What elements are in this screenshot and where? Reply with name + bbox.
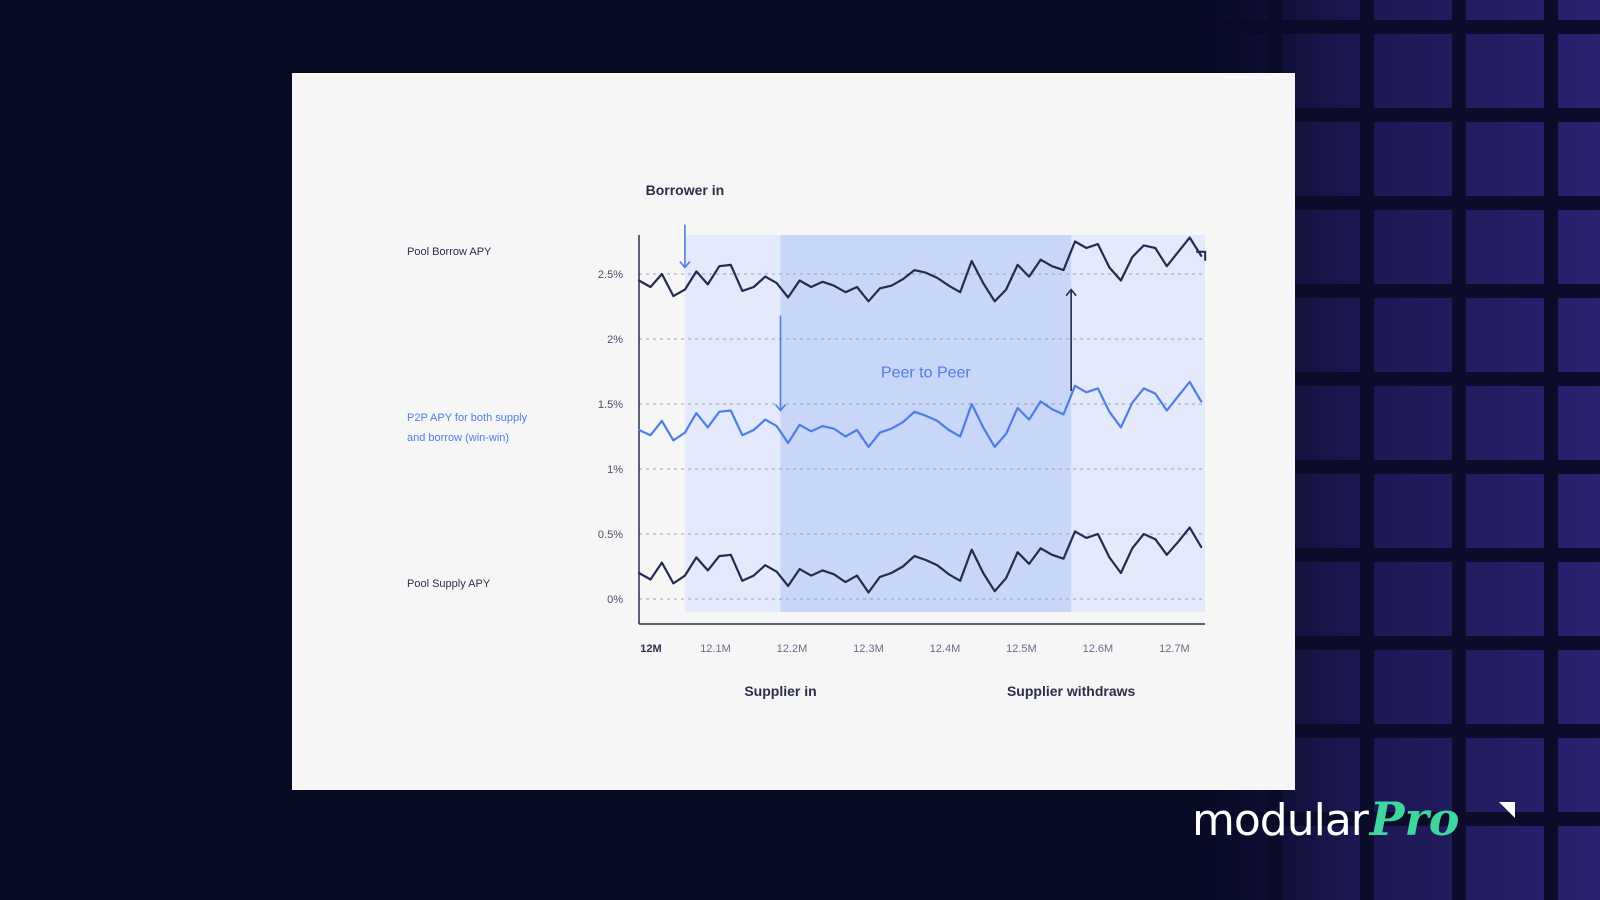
logo-wordmark-pro: Pro: [1369, 792, 1460, 846]
x-tick-label: 12.1M: [700, 643, 731, 655]
logo-corner-mark: [1499, 802, 1515, 818]
y-tick-label: 2.5%: [598, 269, 623, 281]
borrow-line-arrowhead: [1196, 250, 1207, 261]
y-tick-label: 1%: [607, 464, 623, 476]
annotation-arrowhead: [774, 403, 787, 412]
annotation-label: Supplier in: [744, 683, 816, 699]
logo-wordmark: modular: [1192, 795, 1369, 846]
chart-card: Peer to Peer 2.5% 2% 1.5% 1% 0.5% 0% 12M 12.1M 12…: [292, 73, 1295, 790]
y-tick-label: 1.5%: [598, 399, 623, 411]
x-tick-label: 12.3M: [853, 643, 884, 655]
series-line-1: [637, 380, 1203, 448]
y-tick-label: 2%: [607, 334, 623, 346]
annotation-label: Supplier withdraws: [1007, 683, 1136, 699]
pool-supply-apy-label: Pool Supply APY: [407, 578, 491, 590]
region-band-1: [780, 235, 1072, 612]
series-line-0: [637, 236, 1203, 303]
y-tick-label: 0%: [607, 594, 623, 606]
p2p-apy-label-line1: P2P APY for both supply: [407, 412, 528, 424]
annotation-arrowhead: [679, 260, 691, 269]
x-tick-label: 12.2M: [777, 643, 808, 655]
series-line-2: [637, 526, 1203, 594]
annotation-arrowhead: [1065, 288, 1077, 297]
pool-borrow-apy-label: Pool Borrow APY: [407, 246, 492, 258]
modularpro-logo: modular Pro: [1192, 792, 1459, 852]
p2p-apy-label: P2P APY for both supply and borrow (win-…: [407, 408, 577, 448]
peer-to-peer-label: Peer to Peer: [881, 365, 972, 382]
annotation-label: Borrower in: [646, 182, 725, 198]
y-tick-label: 0.5%: [598, 529, 623, 541]
x-tick-label: 12.7M: [1159, 643, 1190, 655]
x-tick-label: 12.4M: [930, 643, 961, 655]
x-tick-label: 12M: [640, 643, 661, 655]
p2p-apy-label-line2: and borrow (win-win): [407, 432, 510, 444]
apy-line-chart: Peer to Peer 2.5% 2% 1.5% 1% 0.5% 0% 12M 12.1M 12…: [598, 182, 1207, 699]
x-tick-label: 12.5M: [1006, 643, 1037, 655]
x-tick-label: 12.6M: [1083, 643, 1114, 655]
